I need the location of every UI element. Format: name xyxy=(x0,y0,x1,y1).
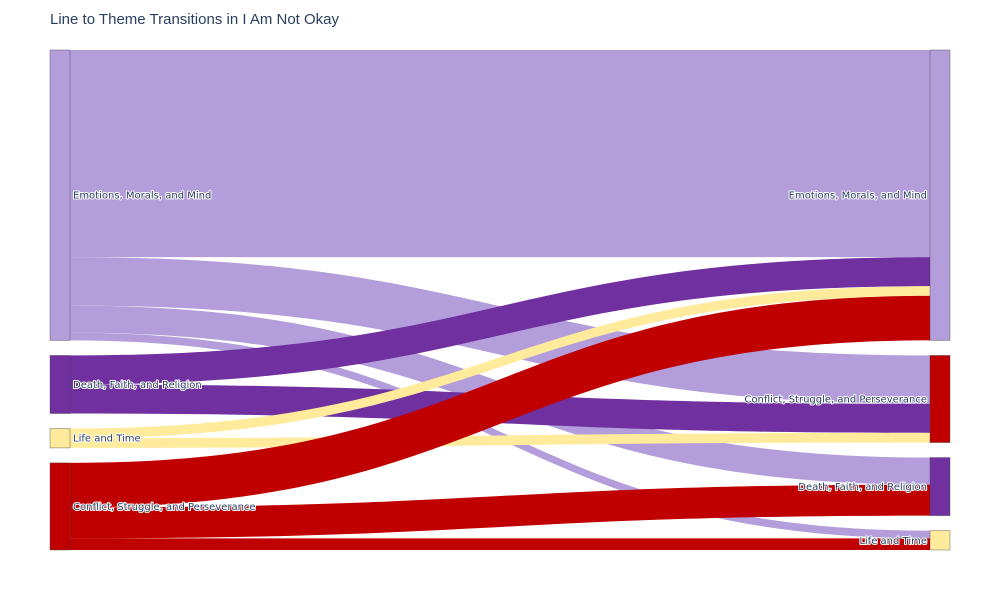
link-life-and-time-to-conflict-struggle-and-perseverance[interactable] xyxy=(70,432,930,448)
source-node-conflict-struggle-and-perseverance[interactable] xyxy=(49,462,71,551)
labels-layer: Emotions, Morals, and Mind Death, Faith, … xyxy=(72,190,928,548)
target-node-label: Life and Time xyxy=(859,536,927,547)
target-node-life-and-time[interactable] xyxy=(929,530,951,551)
nodes-layer xyxy=(49,49,951,551)
chart-title: Line to Theme Transitions in I Am Not Ok… xyxy=(50,11,340,28)
target-node-label: Death, Faith, and Religion xyxy=(798,482,927,493)
source-node-label: Life and Time xyxy=(73,434,141,445)
target-node-label: Emotions, Morals, and Mind xyxy=(789,191,927,202)
link-conflict-struggle-and-perseverance-to-life-and-time[interactable] xyxy=(70,538,930,550)
target-node-conflict-struggle-and-perseverance[interactable] xyxy=(929,355,951,443)
target-node-emotions-morals-and-mind[interactable] xyxy=(929,49,951,341)
source-node-label: Emotions, Morals, and Mind xyxy=(73,191,211,202)
link-life-and-time-to-emotions-morals-and-mind[interactable] xyxy=(70,286,930,439)
link-emotions-morals-and-mind-to-emotions-morals-and-mind[interactable] xyxy=(70,50,930,258)
link-conflict-struggle-and-perseverance-to-death-faith-and-religion[interactable] xyxy=(70,484,930,539)
source-node-label: Death, Faith, and Religion xyxy=(73,380,202,391)
link-death-faith-and-religion-to-emotions-morals-and-mind[interactable] xyxy=(70,257,930,385)
target-node-death-faith-and-religion[interactable] xyxy=(929,457,951,517)
source-node-emotions-morals-and-mind[interactable] xyxy=(49,49,71,341)
link-conflict-struggle-and-perseverance-to-emotions-morals-and-mind[interactable] xyxy=(70,295,930,508)
source-node-life-and-time[interactable] xyxy=(49,428,71,449)
target-node-label: Conflict, Struggle, and Perseverance xyxy=(744,394,927,405)
source-node-death-faith-and-religion[interactable] xyxy=(49,355,71,414)
links-layer xyxy=(70,50,930,550)
source-node-label: Conflict, Struggle, and Perseverance xyxy=(73,502,256,513)
